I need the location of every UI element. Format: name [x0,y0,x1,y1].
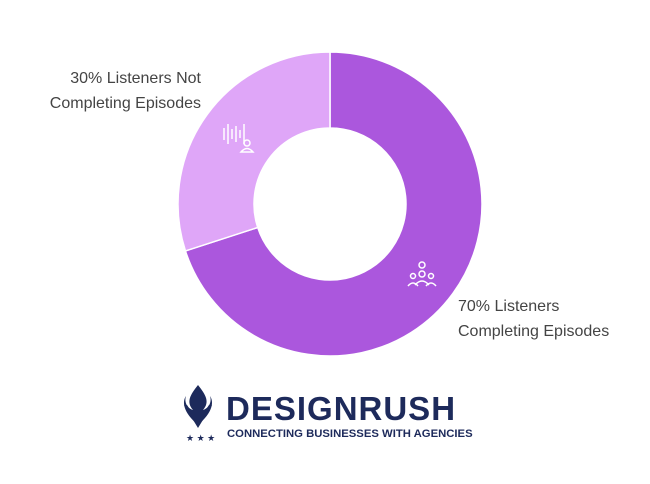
icon-completing [407,261,437,287]
brand-name: DESIGNRUSH [226,390,457,427]
logo-mark: ★ ★ ★ [183,385,215,443]
slice-label: 30% Listeners Not Completing Episodes [20,66,201,116]
donut-slice [184,51,483,357]
icon-not-completing [223,124,255,153]
value-label: 70% [458,298,491,315]
category-label: Listeners Not Completing Episodes [49,70,201,112]
slice-label: 70% Listeners Completing Episodes [458,294,628,344]
category-label: Listeners Completing Episodes [458,298,610,340]
donut-slice [177,51,331,252]
brand-tagline: CONNECTING BUSINESSES WITH AGENCIES [227,428,473,440]
value-label: 30% [70,70,103,87]
logo-stars: ★ ★ ★ [186,433,215,443]
